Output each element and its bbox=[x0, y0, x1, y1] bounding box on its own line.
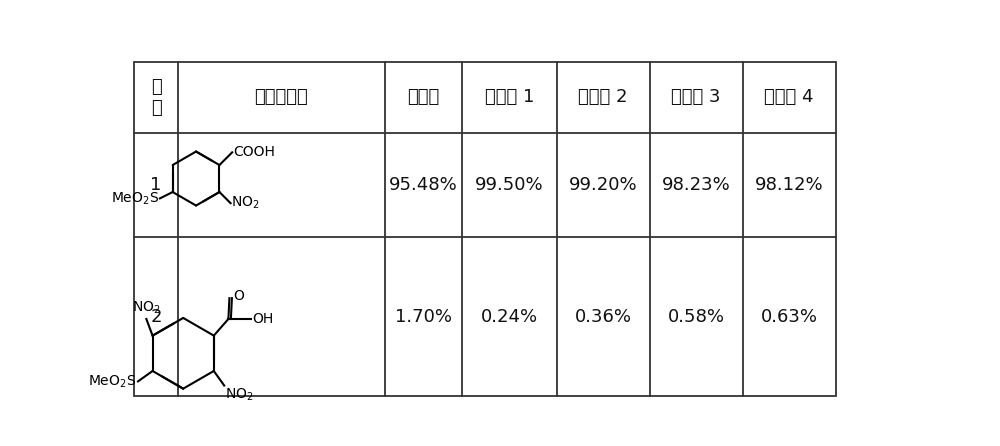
Text: 实施例 4: 实施例 4 bbox=[764, 88, 814, 106]
Text: 序
号: 序 号 bbox=[151, 78, 161, 117]
Text: 0.36%: 0.36% bbox=[575, 308, 632, 326]
Text: MeO$_2$S: MeO$_2$S bbox=[111, 190, 159, 206]
Text: 实施例 2: 实施例 2 bbox=[578, 88, 628, 106]
Text: MeO$_2$S: MeO$_2$S bbox=[88, 373, 136, 389]
Text: 实施例 3: 实施例 3 bbox=[671, 88, 721, 106]
Text: 实施例 1: 实施例 1 bbox=[485, 88, 534, 106]
Text: 0.24%: 0.24% bbox=[481, 308, 538, 326]
Text: COOH: COOH bbox=[233, 145, 275, 159]
Text: NO$_2$: NO$_2$ bbox=[231, 195, 260, 211]
Text: 98.23%: 98.23% bbox=[662, 176, 731, 194]
Text: NO$_2$: NO$_2$ bbox=[225, 387, 254, 403]
Text: 99.20%: 99.20% bbox=[569, 176, 637, 194]
Text: 1.70%: 1.70% bbox=[395, 308, 452, 326]
Text: 99.50%: 99.50% bbox=[475, 176, 544, 194]
Text: 组分结构式: 组分结构式 bbox=[254, 88, 308, 106]
Text: 95.48%: 95.48% bbox=[389, 176, 458, 194]
Text: 1: 1 bbox=[150, 176, 162, 194]
Text: NO$_2$: NO$_2$ bbox=[132, 299, 161, 316]
Text: O: O bbox=[233, 289, 244, 303]
Text: 0.63%: 0.63% bbox=[761, 308, 818, 326]
Text: 0.58%: 0.58% bbox=[668, 308, 725, 326]
Text: 粗品酸: 粗品酸 bbox=[407, 88, 440, 106]
Text: OH: OH bbox=[252, 312, 274, 326]
Text: 2: 2 bbox=[150, 308, 162, 326]
Text: 98.12%: 98.12% bbox=[755, 176, 823, 194]
